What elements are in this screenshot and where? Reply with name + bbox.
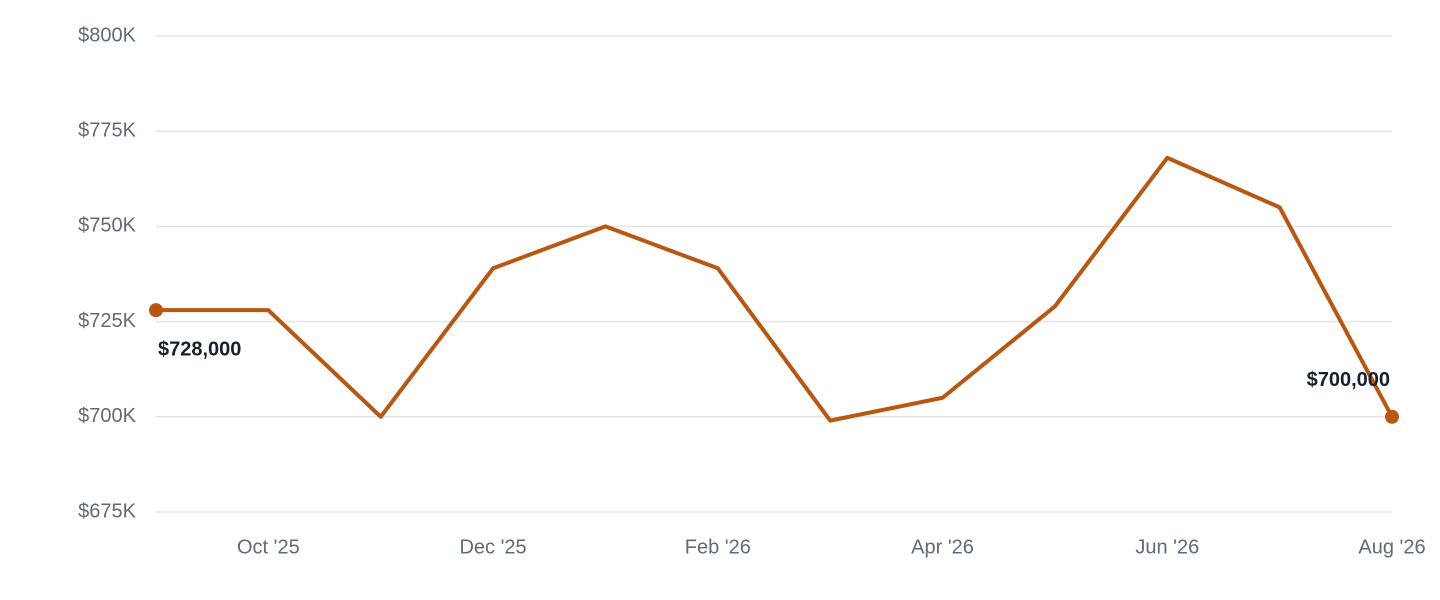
y-tick-label: $775K — [78, 119, 136, 141]
x-tick-label: Aug '26 — [1358, 536, 1425, 558]
y-tick-label: $725K — [78, 310, 136, 332]
point-marker — [149, 303, 163, 318]
x-tick-label: Apr '26 — [911, 536, 974, 558]
data-label: $728,000 — [158, 338, 241, 360]
point-marker — [1385, 409, 1399, 424]
x-tick-label: Oct '25 — [237, 536, 300, 558]
y-tick-label: $700K — [78, 405, 136, 427]
line — [156, 155, 1394, 423]
x-tick-label: Jun '26 — [1135, 536, 1199, 558]
y-tick-label: $675K — [78, 500, 136, 522]
y-tick-label: $800K — [78, 24, 136, 46]
x-tick-label: Dec '25 — [459, 536, 526, 558]
data-label: $700,000 — [1307, 369, 1390, 391]
y-tick-label: $750K — [78, 215, 136, 237]
x-tick-label: Feb '26 — [685, 536, 751, 558]
